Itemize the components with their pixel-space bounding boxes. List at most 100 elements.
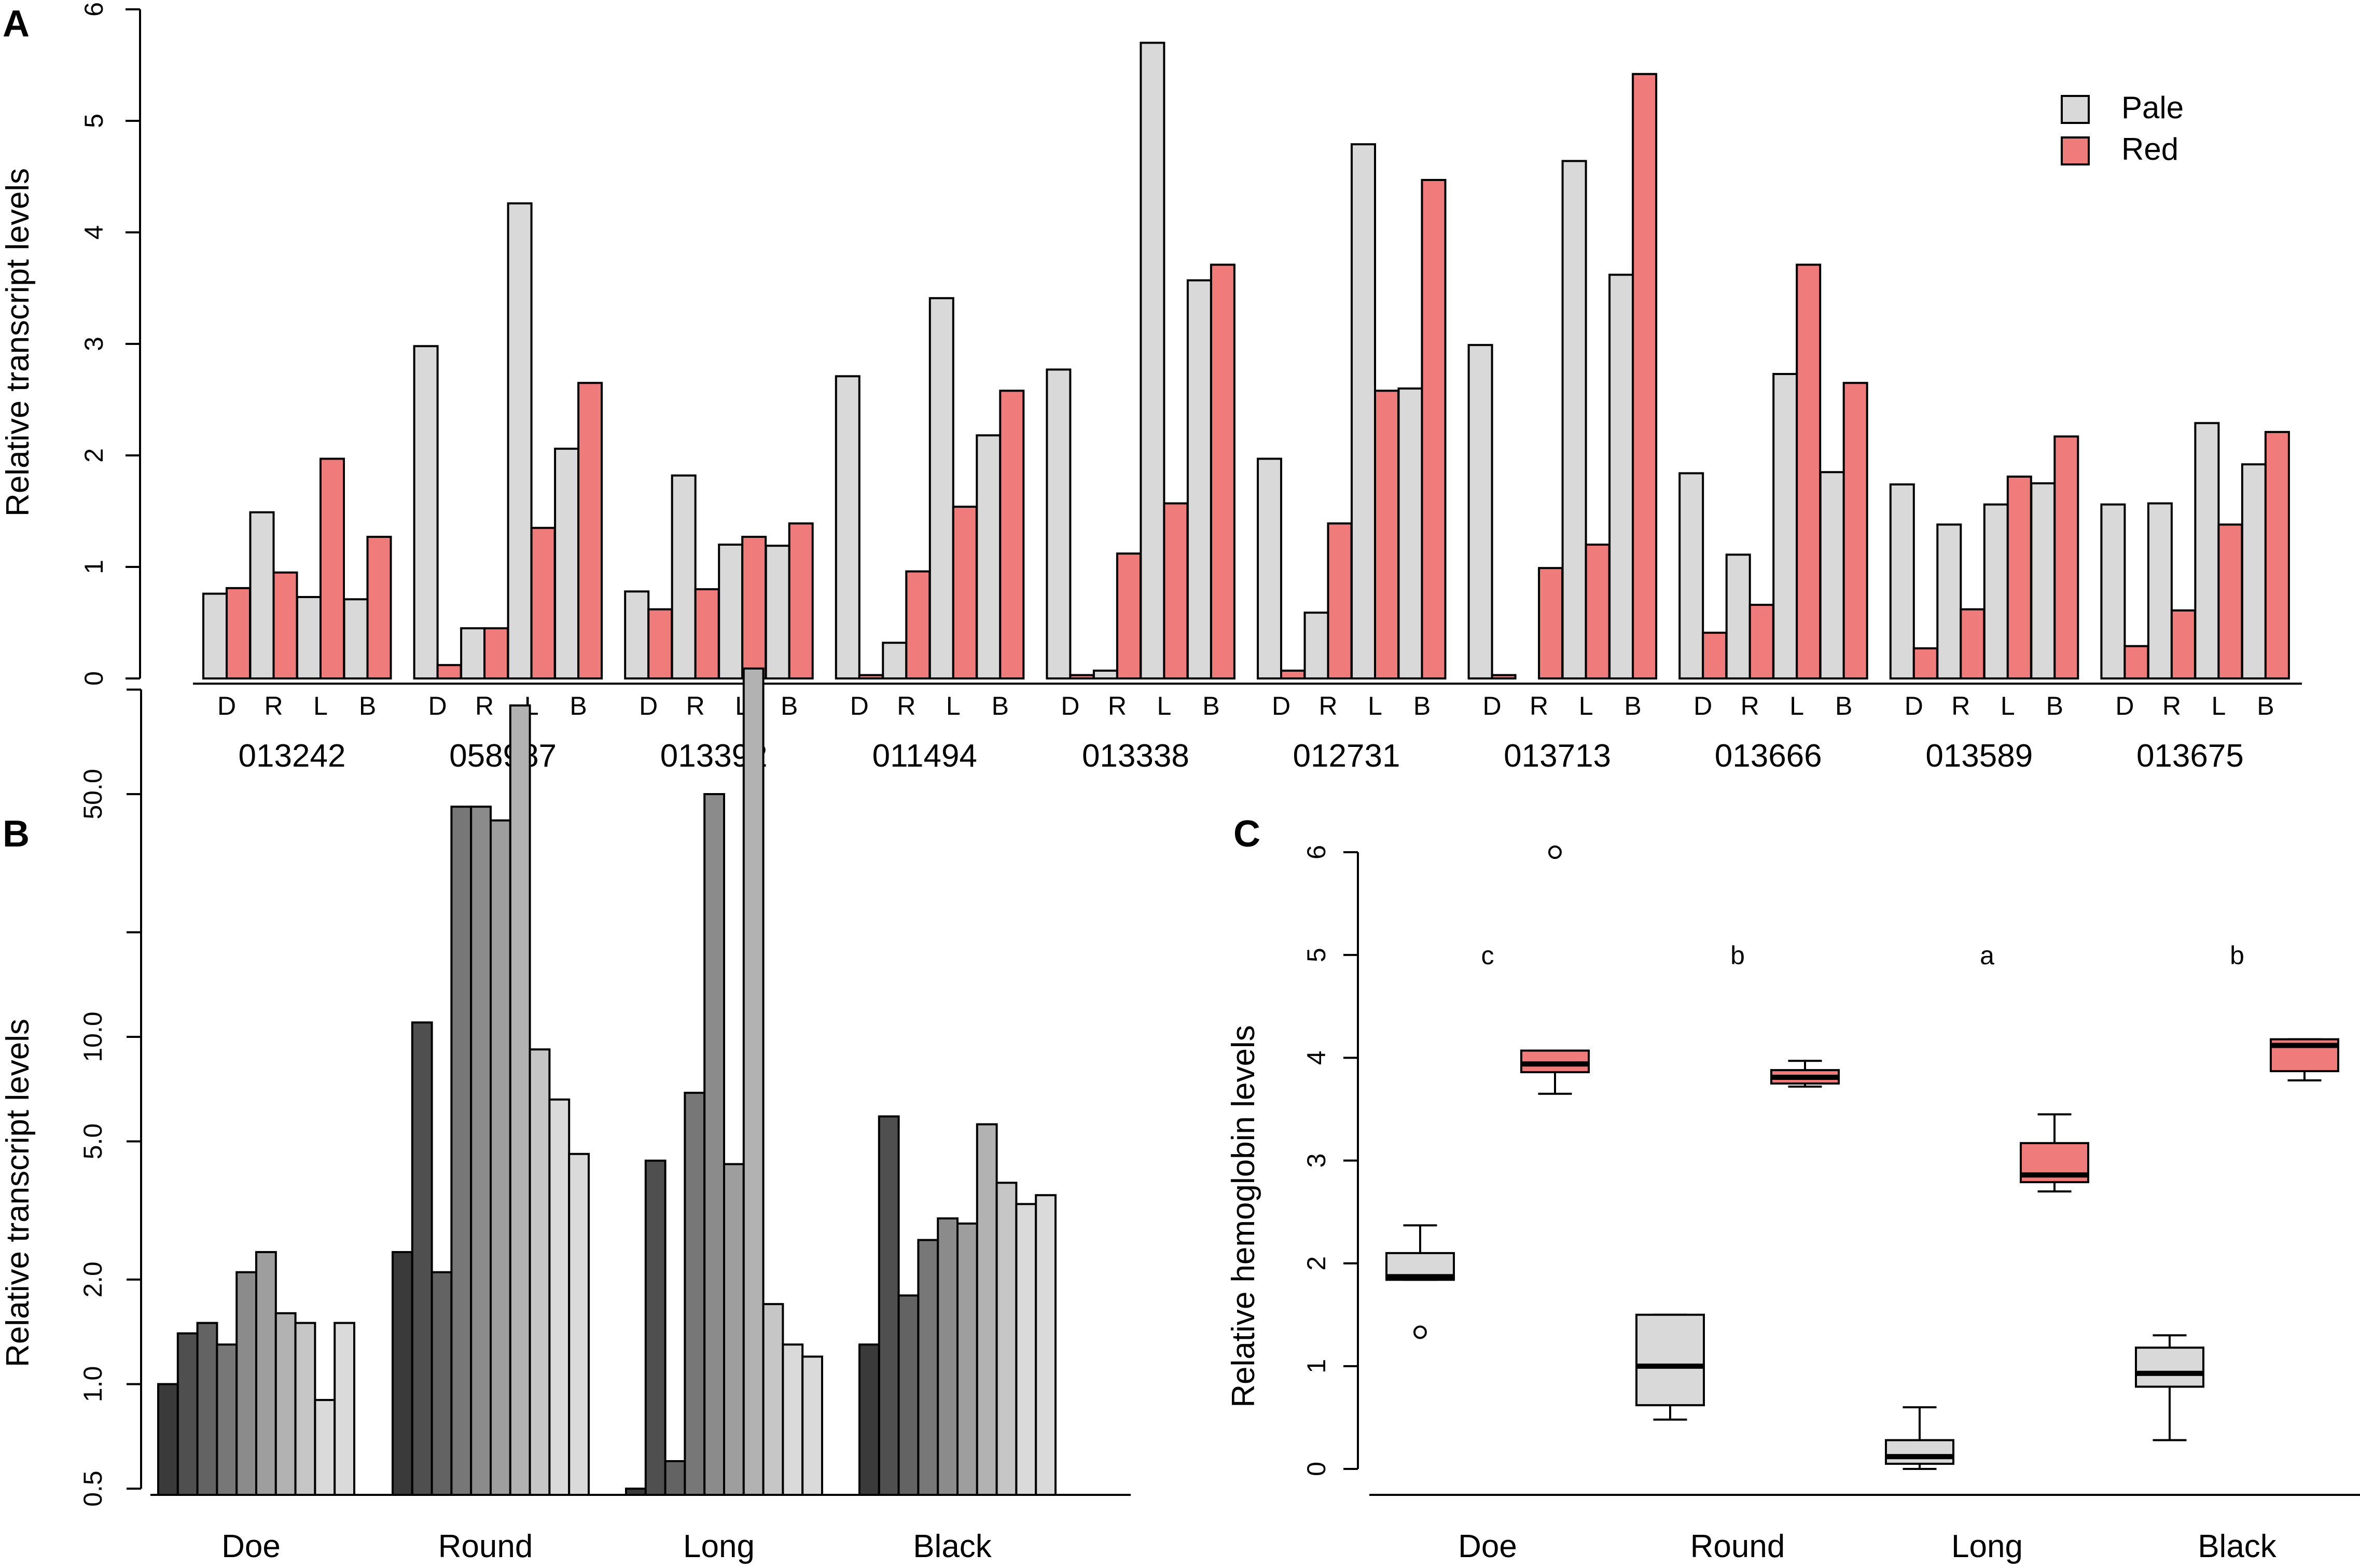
bar-red — [1585, 544, 1611, 679]
tissue-label: R — [264, 691, 283, 720]
bar-shaded — [684, 1091, 706, 1496]
panel-a-ylabel: Relative transcript levels — [0, 168, 36, 517]
bar-shaded — [392, 1251, 413, 1496]
bar-shaded — [664, 1460, 686, 1496]
panel-a-y-tick-label: 0 — [79, 671, 108, 686]
gene-label: 011494 — [872, 738, 977, 774]
panel-c-y-tick-label: 2 — [1302, 1256, 1331, 1271]
bar-red — [905, 570, 931, 679]
bar-pale — [554, 448, 580, 679]
panel-label-c: C — [1233, 813, 1260, 855]
bar-red — [1491, 674, 1517, 680]
bar-shaded — [625, 1488, 647, 1496]
tissue-label: B — [1835, 691, 1852, 720]
bar-red — [320, 457, 345, 679]
legend-swatch-red — [2061, 136, 2090, 165]
bar-red — [483, 627, 509, 679]
bar-red — [1327, 522, 1353, 680]
tissue-label: B — [2046, 691, 2063, 720]
bar-red — [694, 588, 720, 679]
significance-letter: b — [2230, 941, 2244, 970]
bar-pale — [1608, 273, 1634, 679]
tissue-label: B — [1624, 691, 1641, 720]
bar-pale — [202, 592, 228, 679]
panel-b-y-tick-label: 5.0 — [78, 1123, 107, 1160]
significance-letter: a — [1980, 941, 1994, 970]
panel-c-y-tick-label: 4 — [1302, 1050, 1331, 1065]
gene-label: 058987 — [449, 738, 557, 774]
bar-pale — [1351, 143, 1376, 679]
tissue-label: B — [1202, 691, 1219, 720]
bar-shaded — [897, 1294, 920, 1496]
bar-pale — [249, 511, 275, 680]
bar-pale — [1819, 471, 1845, 679]
bar-pale — [671, 474, 697, 679]
bar-shaded — [917, 1239, 939, 1496]
bar-red — [530, 526, 556, 679]
tissue-label: D — [639, 691, 658, 720]
bar-shaded — [782, 1343, 804, 1496]
tissue-label: R — [1318, 691, 1337, 720]
tissue-label: L — [1157, 691, 1171, 720]
bar-pale — [2241, 463, 2267, 679]
box-red-outlier — [1548, 845, 1562, 859]
bar-shaded — [157, 1383, 179, 1496]
tissue-label: D — [850, 691, 869, 720]
bar-red — [2217, 523, 2243, 679]
bar-shaded — [1015, 1203, 1037, 1496]
panel-c-x-label: Long — [1951, 1529, 2023, 1564]
bar-shaded — [703, 793, 725, 1496]
tissue-label: L — [1789, 691, 1804, 720]
bar-pale — [835, 375, 860, 679]
bar-red — [1538, 567, 1564, 680]
bar-pale — [1303, 612, 1329, 680]
legend-label-pale: Pale — [2121, 90, 2184, 125]
bar-shaded — [470, 806, 492, 1496]
box-pale-box — [1635, 1313, 1705, 1407]
bar-shaded — [216, 1343, 238, 1496]
bar-pale — [976, 434, 1002, 679]
panel-c-y-tick-label: 6 — [1302, 845, 1331, 859]
bar-pale — [507, 202, 533, 680]
bar-shaded — [509, 704, 531, 1496]
tissue-label: L — [946, 691, 961, 720]
bar-pale — [343, 598, 369, 679]
bar-pale — [928, 297, 954, 679]
panel-a-y-tick-label: 4 — [79, 225, 108, 240]
panel-b-y-tick-label: 10.0 — [78, 1011, 107, 1062]
gene-label: 013338 — [1082, 738, 1189, 774]
bar-red — [1210, 263, 1235, 680]
gene-label: 013675 — [2136, 738, 2244, 774]
bar-shaded — [450, 806, 473, 1496]
panel-a-y-tick-label: 1 — [79, 560, 108, 574]
bar-pale — [2194, 422, 2220, 680]
bar-shaded — [956, 1222, 978, 1496]
tissue-label: L — [2001, 691, 2015, 720]
bar-red — [999, 390, 1025, 679]
panel-a-y-tick-label: 5 — [79, 114, 108, 128]
bar-red — [226, 587, 251, 679]
bar-red — [272, 571, 298, 679]
bar-shaded — [431, 1271, 453, 1496]
bar-red — [366, 535, 392, 679]
bar-red — [1748, 604, 1774, 679]
gene-label: 012731 — [1293, 738, 1400, 774]
panel-b-y-tick-label: 1.0 — [78, 1366, 107, 1403]
bar-shaded — [176, 1332, 199, 1496]
box-pale-box — [1885, 1439, 1954, 1465]
tissue-label: R — [686, 691, 705, 720]
bar-red — [2264, 431, 2290, 679]
bar-red — [2053, 435, 2079, 679]
tissue-label: R — [1530, 691, 1548, 720]
panel-c-ylabel: Relative hemoglobin levels — [1226, 1025, 1261, 1408]
bar-shaded — [411, 1021, 433, 1496]
legend-label-red: Red — [2121, 132, 2178, 166]
bar-shaded — [294, 1322, 316, 1496]
bar-shaded — [196, 1322, 218, 1496]
bar-red — [741, 535, 767, 679]
bar-pale — [1092, 669, 1118, 679]
tissue-label: B — [781, 691, 798, 720]
bar-red — [436, 664, 462, 679]
bar-shaded — [235, 1271, 258, 1496]
bar-shaded — [976, 1123, 998, 1496]
